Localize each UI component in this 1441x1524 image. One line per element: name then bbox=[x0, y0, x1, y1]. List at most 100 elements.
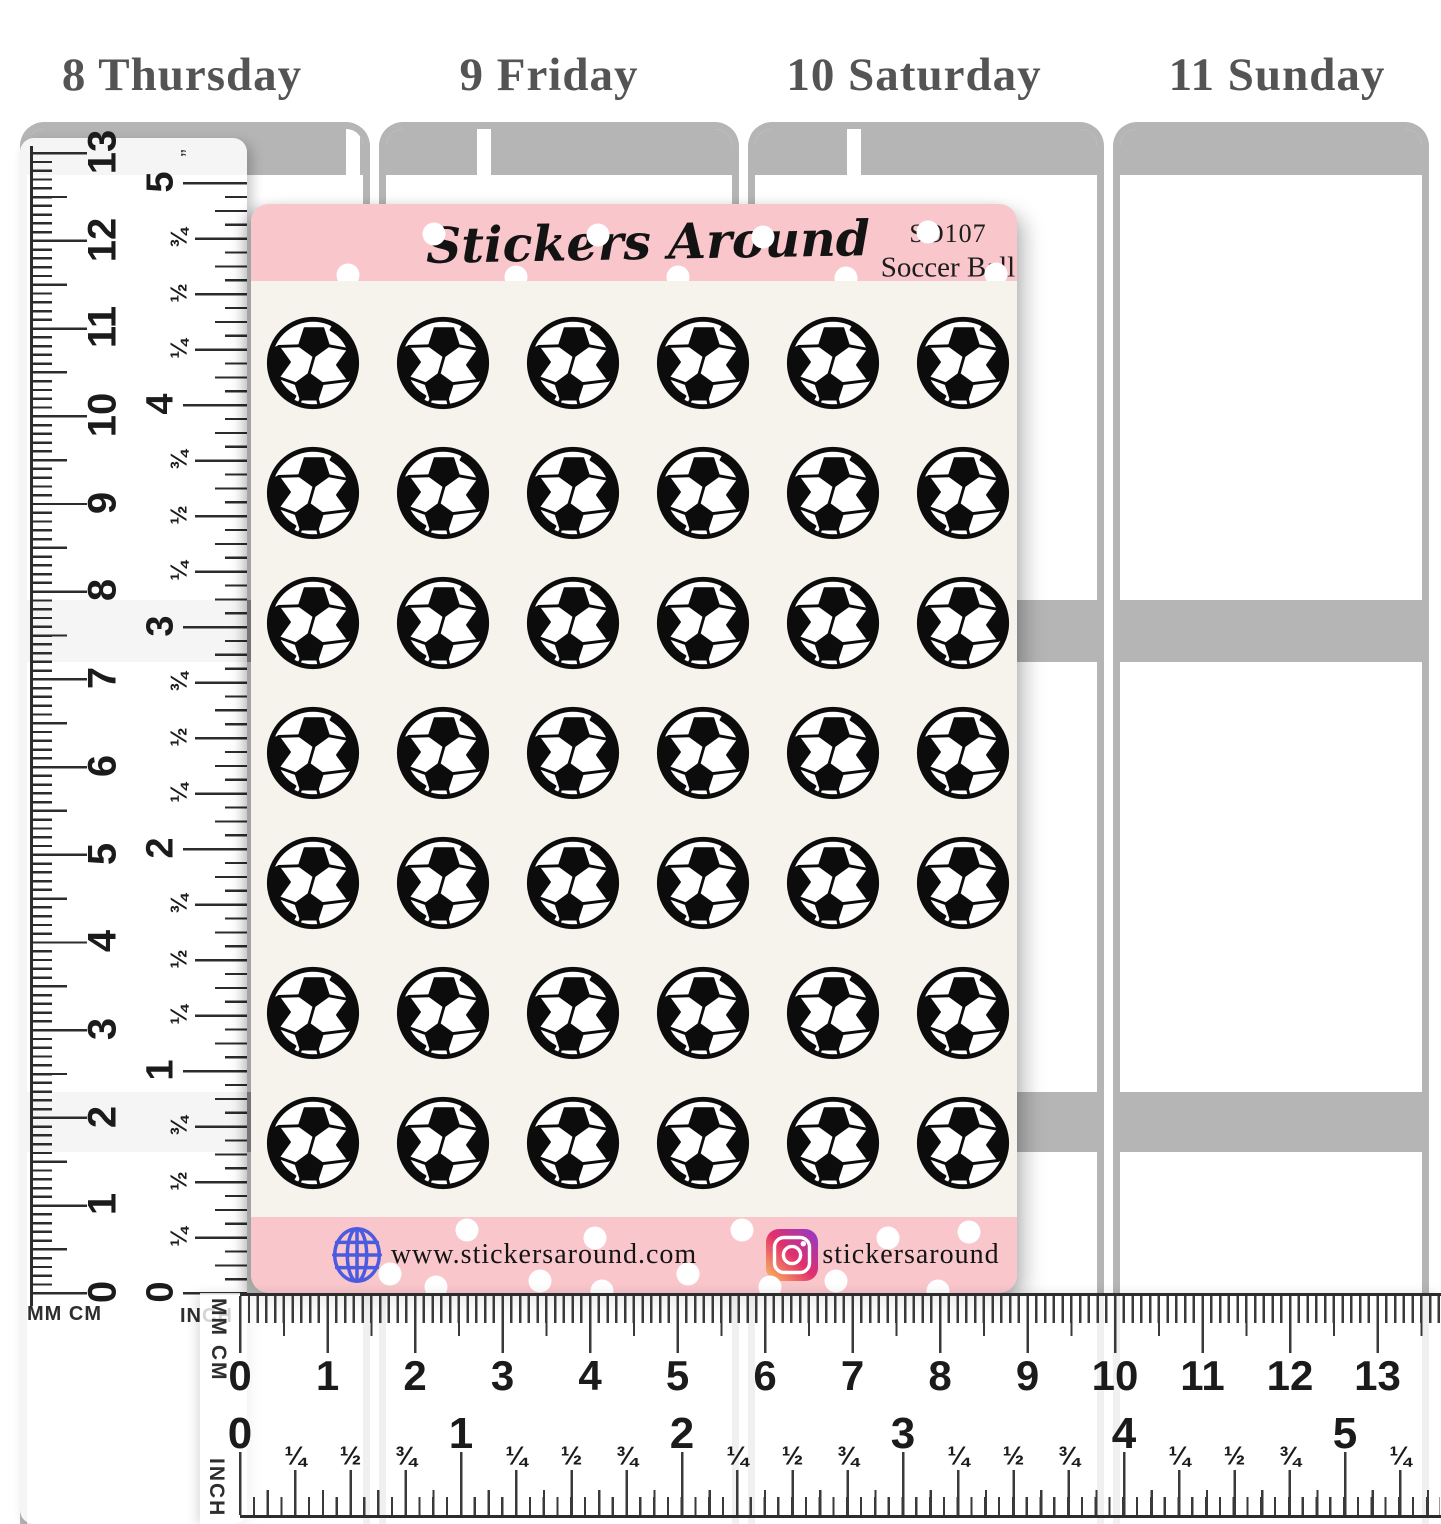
inch-fraction: ¼ bbox=[165, 1004, 192, 1025]
column-band-slot bbox=[346, 129, 360, 182]
polka-dot bbox=[528, 1269, 552, 1293]
cm-number: 10 bbox=[1091, 1352, 1139, 1399]
soccer-ball-icon bbox=[525, 315, 621, 411]
inch-number: 2 bbox=[669, 1409, 695, 1458]
sheet-footer-band: www.stickersaround.com stickersaround bbox=[251, 1217, 1017, 1293]
sticker-sheet: Stickers Around SO107 Soccer Ball www.st… bbox=[251, 204, 1017, 1293]
soccer-ball-icon bbox=[915, 445, 1011, 541]
polka-dot bbox=[957, 1220, 981, 1244]
cm-number: 3 bbox=[80, 1017, 125, 1041]
inch-fraction: ¾ bbox=[165, 1115, 192, 1136]
cm-number: 9 bbox=[80, 491, 125, 514]
planner-day-label-sunday: 11 Sunday bbox=[1168, 49, 1386, 101]
soccer-ball-icon bbox=[265, 705, 361, 801]
polka-dot bbox=[824, 1269, 848, 1293]
soccer-ball-icon bbox=[915, 835, 1011, 931]
polka-dot bbox=[504, 265, 528, 281]
column-header-band bbox=[755, 129, 1097, 175]
cm-number: 8 bbox=[80, 579, 125, 602]
inch-fraction: ¾ bbox=[165, 893, 192, 914]
cm-ticks bbox=[30, 152, 87, 1295]
cm-number: 10 bbox=[80, 392, 125, 438]
soccer-ball-icon bbox=[915, 575, 1011, 671]
soccer-ball-icon bbox=[655, 315, 751, 411]
inch-ticks bbox=[238, 1452, 1440, 1515]
inch-number: 3 bbox=[139, 615, 182, 637]
sheet-header-band: Stickers Around SO107 Soccer Ball bbox=[251, 204, 1017, 281]
mm-cm-label: MM CM bbox=[207, 1298, 230, 1382]
planner-column-sunday bbox=[1113, 122, 1429, 1524]
inch-number: 4 bbox=[1111, 1409, 1137, 1458]
polka-dot bbox=[916, 220, 940, 244]
cm-number: 12 bbox=[1266, 1352, 1314, 1399]
planner-day-label-friday: 9 Friday bbox=[459, 49, 639, 101]
polka-dot bbox=[926, 1279, 950, 1293]
sticker-grid bbox=[265, 315, 1045, 1225]
soccer-ball-icon bbox=[265, 1095, 361, 1191]
soccer-ball-icon bbox=[265, 965, 361, 1061]
soccer-ball-icon bbox=[395, 575, 491, 671]
soccer-ball-icon bbox=[785, 705, 881, 801]
cm-number: 11 bbox=[1180, 1352, 1225, 1399]
website-url: www.stickersaround.com bbox=[390, 1239, 698, 1270]
cm-number: 0 bbox=[228, 1352, 252, 1399]
ruler-edge-line bbox=[240, 1515, 1441, 1518]
column-divider bbox=[1120, 1092, 1422, 1152]
soccer-ball-icon bbox=[655, 705, 751, 801]
inch-fraction: ½ bbox=[165, 1171, 192, 1191]
soccer-ball-icon bbox=[395, 445, 491, 541]
cm-number: 1 bbox=[80, 1193, 125, 1216]
cm-number: 12 bbox=[80, 217, 125, 262]
globe-icon bbox=[332, 1227, 382, 1283]
soccer-ball-icon bbox=[395, 1095, 491, 1191]
inch-number: 0 bbox=[139, 1281, 182, 1303]
polka-dot bbox=[336, 263, 360, 281]
soccer-ball-icon bbox=[265, 835, 361, 931]
soccer-ball-icon bbox=[655, 575, 751, 671]
polka-dot bbox=[876, 1226, 900, 1250]
cm-number: 6 bbox=[753, 1352, 777, 1399]
inch-fraction: ¾ bbox=[165, 671, 192, 692]
cm-ticks bbox=[238, 1295, 1440, 1353]
soccer-ball-icon bbox=[785, 575, 881, 671]
polka-dot bbox=[422, 222, 446, 246]
polka-dot bbox=[455, 1218, 479, 1242]
soccer-ball-icon bbox=[785, 445, 881, 541]
column-band-slot bbox=[477, 129, 491, 182]
inch-number: 2 bbox=[139, 837, 182, 859]
column-divider bbox=[1120, 600, 1422, 662]
soccer-ball-icon bbox=[525, 1095, 621, 1191]
soccer-ball-icon bbox=[915, 965, 1011, 1061]
polka-dot bbox=[586, 223, 610, 247]
soccer-ball-icon bbox=[785, 835, 881, 931]
column-header-band bbox=[1120, 129, 1422, 175]
mm-cm-label: MM CM bbox=[27, 1303, 102, 1325]
polka-dot bbox=[590, 1279, 614, 1293]
cm-number: 5 bbox=[665, 1352, 690, 1399]
inch-fraction: ¾ bbox=[165, 227, 192, 248]
inch-label: INCH bbox=[205, 1458, 228, 1518]
soccer-ball-icon bbox=[785, 965, 881, 1061]
cm-number: 4 bbox=[80, 930, 125, 953]
soccer-ball-icon bbox=[655, 835, 751, 931]
soccer-ball-icon bbox=[265, 445, 361, 541]
polka-dot bbox=[676, 1262, 700, 1286]
cm-number: 13 bbox=[80, 129, 125, 175]
cm-number: 3 bbox=[490, 1352, 515, 1399]
soccer-ball-icon bbox=[265, 315, 361, 411]
cm-number: 5 bbox=[80, 842, 125, 865]
inch-number: 1 bbox=[139, 1059, 182, 1081]
soccer-ball-icon bbox=[915, 315, 1011, 411]
polka-dot bbox=[378, 1262, 402, 1286]
cm-number: 1 bbox=[315, 1352, 340, 1399]
soccer-ball-icon bbox=[395, 835, 491, 931]
inch-fraction: ½ bbox=[165, 505, 192, 525]
soccer-ball-icon bbox=[915, 705, 1011, 801]
cm-number: 6 bbox=[80, 754, 125, 777]
polka-dot bbox=[424, 1275, 448, 1293]
polka-dot bbox=[758, 1275, 782, 1293]
soccer-ball-icon bbox=[655, 965, 751, 1061]
cm-number: 0 bbox=[80, 1280, 125, 1304]
